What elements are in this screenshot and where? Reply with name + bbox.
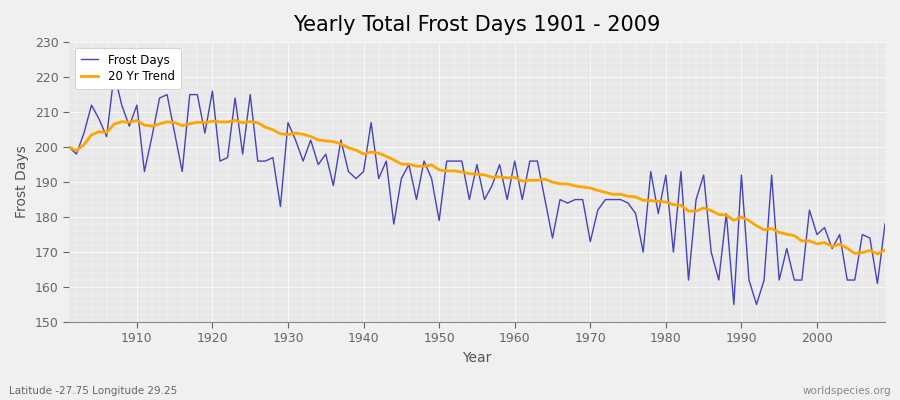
Line: Frost Days: Frost Days: [68, 74, 885, 304]
20 Yr Trend: [517, 179, 527, 184]
20 Yr Trend: [63, 145, 74, 150]
Y-axis label: Frost Days: Frost Days: [15, 146, 29, 218]
Text: worldspecies.org: worldspecies.org: [803, 386, 891, 396]
20 Yr Trend: [343, 145, 354, 150]
Text: Latitude -27.75 Longitude 29.25: Latitude -27.75 Longitude 29.25: [9, 386, 177, 396]
20 Yr Trend: [879, 248, 890, 252]
Legend: Frost Days, 20 Yr Trend: Frost Days, 20 Yr Trend: [75, 48, 181, 89]
Frost Days: [608, 197, 618, 202]
Frost Days: [109, 71, 120, 76]
Line: 20 Yr Trend: 20 Yr Trend: [68, 120, 885, 254]
Frost Days: [298, 159, 309, 164]
20 Yr Trend: [872, 252, 883, 256]
Frost Days: [131, 103, 142, 108]
Frost Days: [728, 302, 739, 307]
Frost Days: [63, 145, 74, 150]
20 Yr Trend: [230, 118, 240, 123]
Title: Yearly Total Frost Days 1901 - 2009: Yearly Total Frost Days 1901 - 2009: [293, 15, 661, 35]
Frost Days: [517, 197, 527, 202]
X-axis label: Year: Year: [463, 351, 491, 365]
Frost Days: [343, 169, 354, 174]
20 Yr Trend: [124, 120, 135, 124]
20 Yr Trend: [298, 132, 309, 137]
20 Yr Trend: [608, 192, 618, 197]
20 Yr Trend: [509, 175, 520, 180]
Frost Days: [509, 159, 520, 164]
Frost Days: [879, 222, 890, 226]
